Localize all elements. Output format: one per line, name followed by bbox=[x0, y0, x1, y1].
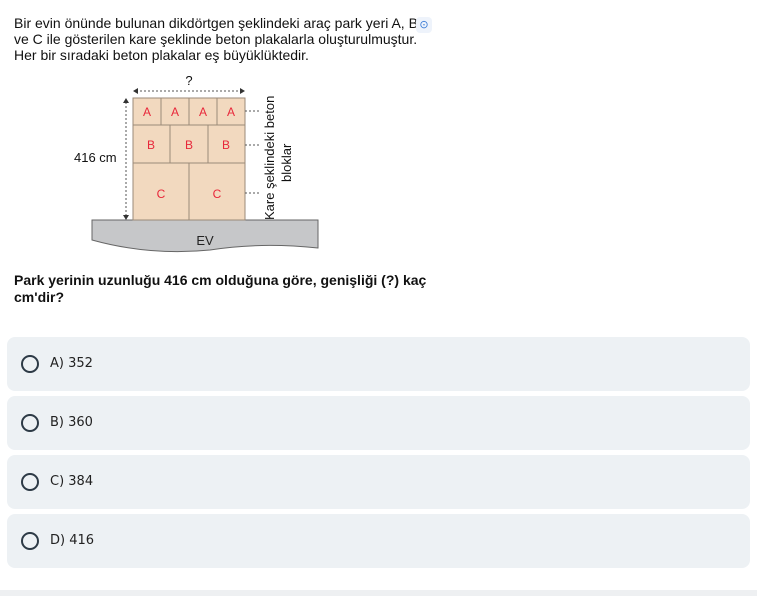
tile-b bbox=[207, 124, 246, 164]
tile-label: C bbox=[157, 187, 166, 201]
radio-icon[interactable] bbox=[21, 414, 39, 432]
radio-icon[interactable] bbox=[21, 473, 39, 491]
radio-icon[interactable] bbox=[21, 532, 39, 550]
tile-a bbox=[188, 97, 218, 126]
side-label-2: bloklar bbox=[279, 143, 294, 182]
tile-label: A bbox=[227, 105, 235, 119]
tile-c bbox=[188, 162, 246, 221]
width-label: ? bbox=[185, 73, 192, 88]
option-label: D) 416 bbox=[50, 533, 95, 548]
option-label: A) 352 bbox=[50, 356, 93, 371]
side-label-1: Kare şeklindeki beton bbox=[262, 96, 277, 220]
option-c[interactable]: C) 384 bbox=[7, 455, 750, 509]
house-label: EV bbox=[196, 233, 214, 248]
tile-label: B bbox=[185, 138, 193, 152]
visual-search-icon[interactable]: ⊙ bbox=[416, 17, 432, 33]
question-prompt: Park yerinin uzunluğu 416 cm olduğuna gö… bbox=[14, 272, 427, 305]
tile-label: B bbox=[222, 138, 230, 152]
radio-icon[interactable] bbox=[21, 355, 39, 373]
tile-label: B bbox=[147, 138, 155, 152]
question-intro: Bir evin önünde bulunan dikdörtgen şekli… bbox=[14, 15, 418, 63]
height-label: 416 cm bbox=[74, 150, 117, 165]
option-label: B) 360 bbox=[50, 415, 93, 430]
tile-label: A bbox=[199, 105, 207, 119]
figure: EV A A A A B B B C C ? 416 cm Kare şeklindeki … bbox=[74, 73, 319, 253]
tile-b bbox=[169, 124, 209, 164]
tile-label: A bbox=[143, 105, 151, 119]
tile-label: C bbox=[213, 187, 222, 201]
option-d[interactable]: D) 416 bbox=[7, 514, 750, 568]
option-b[interactable]: B) 360 bbox=[7, 396, 750, 450]
bottom-bar bbox=[0, 590, 757, 596]
tile-a bbox=[216, 97, 246, 126]
option-a[interactable]: A) 352 bbox=[7, 337, 750, 391]
tile-label: A bbox=[171, 105, 179, 119]
option-label: C) 384 bbox=[50, 474, 94, 489]
house-ground bbox=[91, 219, 319, 253]
